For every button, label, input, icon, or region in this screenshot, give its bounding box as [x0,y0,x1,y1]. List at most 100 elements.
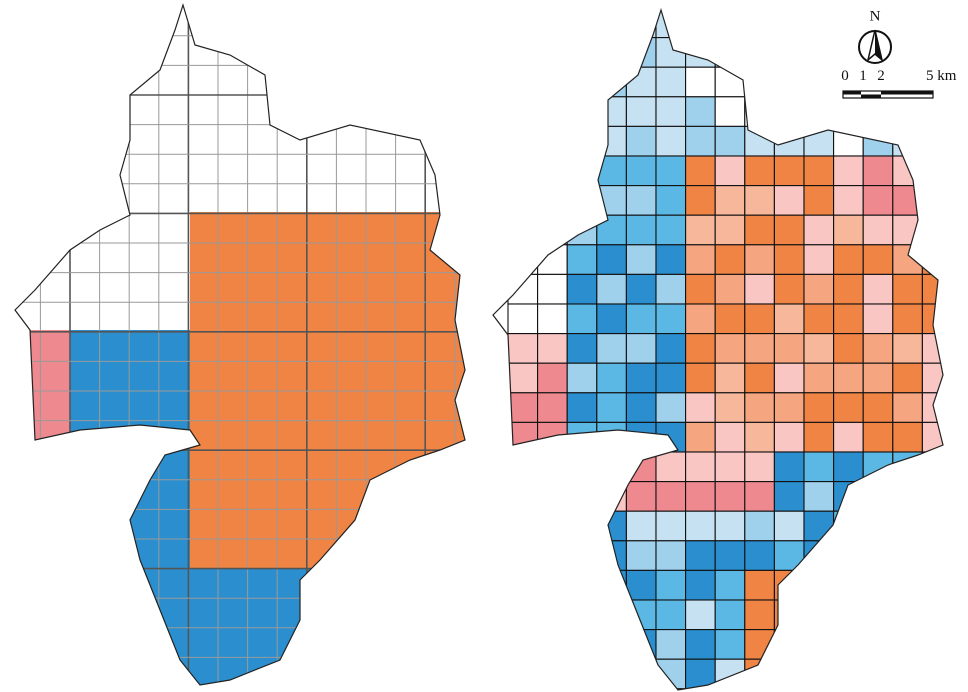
grid-cell [507,451,539,483]
grid-cell [803,244,835,275]
grid-cell [921,392,943,423]
grid-cell [862,244,894,275]
grid-cell [655,96,687,127]
grid-cell [773,658,805,690]
grid-cell [952,304,968,334]
grid-cell [803,569,835,601]
grid-cell [773,629,805,660]
grid-cell [862,569,894,601]
grid-cell [655,333,687,364]
grid-cell [773,214,805,246]
grid-cell [892,155,923,187]
grid-cell [625,10,657,39]
grid-cell [744,10,775,39]
grid-cell [833,185,864,216]
grid-cell [714,510,746,542]
grid-cell [625,333,657,364]
grid-cell [537,10,568,39]
grid-cell [714,451,746,483]
grid-cell [952,600,968,630]
grid-cell [833,392,864,423]
grid-cell [803,599,835,631]
zone-blue [70,330,190,450]
grid-cell [952,541,968,571]
north-label: N [870,8,881,24]
grid-cell [685,244,716,275]
grid-cell [537,599,568,631]
grid-cell [714,481,746,512]
grid-cell [655,303,687,335]
grid-cell [655,510,687,542]
grid-cell [862,185,894,216]
grid-cell [714,303,746,335]
grid-cell [921,481,943,512]
grid-cell [596,66,627,98]
grid-cell [773,96,805,127]
grid-cell [596,37,627,68]
grid-cell [773,392,805,423]
grid-cell [625,155,657,187]
grid-cell [714,10,746,39]
left-map [15,5,465,685]
grid-cell [655,540,687,571]
grid-cell [744,392,775,423]
grid-cell [803,185,835,216]
grid-cell [566,10,598,39]
grid-cell [773,451,805,483]
grid-cell [833,481,864,512]
grid-cell [566,629,598,660]
grid-cell [537,155,568,187]
grid-cell [537,629,568,660]
scale-label: 1 [859,68,867,84]
grid-cell [744,37,775,68]
grid-cell [566,214,598,246]
grid-cell [507,333,539,364]
grid-cell [685,421,716,453]
grid-cell [892,185,923,216]
grid-cell [862,421,894,453]
grid-cell [566,451,598,483]
grid-cell [714,540,746,571]
grid-cell [773,185,805,216]
grid-cell [566,658,598,690]
grid-cell [862,303,894,335]
grid-cell [537,333,568,364]
grid-cell [507,155,539,187]
scale-label: 0 [841,68,849,84]
grid-cell [655,125,687,157]
grid-cell [596,658,627,690]
grid-cell [537,451,568,483]
grid-cell [596,10,627,39]
grid-cell [744,599,775,631]
grid-cell [685,303,716,335]
grid-cell [537,421,568,453]
grid-cell [625,37,657,68]
grid-cell [833,333,864,364]
grid-cell [833,658,864,690]
grid-cell [952,215,968,245]
grid-cell [833,510,864,542]
grid-cell [566,510,598,542]
grid-cell [596,629,627,660]
grid-cell [566,362,598,394]
grid-cell [685,629,716,660]
right-map [507,10,968,690]
grid-cell [507,185,539,216]
grid-cell [952,97,968,127]
grid-cell [625,362,657,394]
grid-cell [566,66,598,98]
grid-cell [714,244,746,275]
grid-cell [685,510,716,542]
grid-cell [833,629,864,660]
grid-cell [952,659,968,689]
grid-cell [537,37,568,68]
grid-cell [921,125,943,157]
grid-cell [773,510,805,542]
grid-cell [862,273,894,305]
grid-cell [655,155,687,187]
grid-cell [952,452,968,482]
grid-cell [803,540,835,571]
grid-cell [507,214,539,246]
grid-cell [566,125,598,157]
grid-cell [625,273,657,305]
